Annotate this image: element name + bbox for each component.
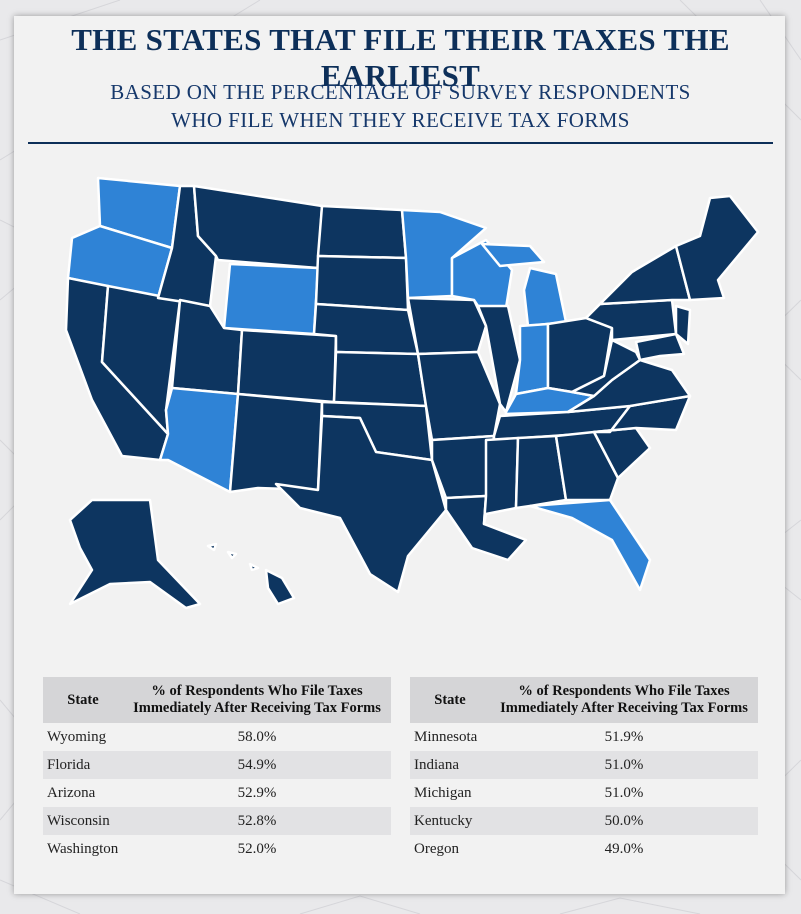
state-newjersey bbox=[674, 304, 692, 346]
state-percentage: 51.0% bbox=[490, 751, 758, 779]
table-row: Wisconsin 52.8% bbox=[43, 807, 391, 835]
table-row: Wyoming 58.0% bbox=[43, 723, 391, 751]
table-header-row: State % of Respondents Who File Taxes Im… bbox=[43, 677, 391, 723]
state-colorado bbox=[236, 328, 338, 404]
state-indiana bbox=[514, 322, 550, 396]
table-row: Washington 52.0% bbox=[43, 835, 391, 863]
table-row: Indiana 51.0% bbox=[410, 751, 758, 779]
state-name: Michigan bbox=[414, 784, 472, 801]
state-percentage: 51.9% bbox=[604, 728, 644, 745]
state-hawaii bbox=[206, 542, 296, 606]
state-name: Wyoming bbox=[47, 728, 107, 745]
state-name: Indiana bbox=[410, 751, 490, 779]
state-mississippi bbox=[482, 436, 520, 526]
us-map bbox=[64, 176, 760, 610]
state-newengland bbox=[674, 194, 760, 302]
subtitle-line-1: BASED ON THE PERCENTAGE OF SURVEY RESPON… bbox=[110, 80, 691, 104]
state-alaska bbox=[68, 498, 202, 610]
state-name: Kentucky bbox=[410, 807, 490, 835]
state-name: Florida bbox=[43, 751, 123, 779]
state-alabama bbox=[514, 434, 568, 510]
header-pct-line-1: % of Respondents Who File Taxes bbox=[151, 683, 363, 699]
header-percentage: % of Respondents Who File Taxes Immediat… bbox=[490, 677, 758, 723]
state-percentage: 52.9% bbox=[237, 784, 277, 801]
state-percentage: 54.9% bbox=[123, 751, 391, 779]
state-northdakota bbox=[316, 204, 408, 260]
state-name: Arizona bbox=[47, 784, 96, 801]
table-row: Kentucky 50.0% bbox=[410, 807, 758, 835]
header-pct-line-2: Immediately After Receiving Tax Forms bbox=[500, 700, 748, 716]
state-newmexico bbox=[228, 392, 324, 494]
state-arkansas bbox=[430, 434, 496, 500]
results-table-right: State % of Respondents Who File Taxes Im… bbox=[410, 677, 758, 863]
table-row: Michigan 51.0% bbox=[410, 779, 758, 807]
table-row: Florida 54.9% bbox=[43, 751, 391, 779]
table-row: Arizona 52.9% bbox=[43, 779, 391, 807]
state-name: Washington bbox=[47, 840, 119, 857]
state-name: Minnesota bbox=[414, 728, 478, 745]
state-maryland bbox=[634, 332, 686, 362]
state-percentage: 51.0% bbox=[604, 784, 644, 801]
state-name: Wisconsin bbox=[43, 807, 123, 835]
state-florida bbox=[528, 498, 652, 592]
state-percentage: 52.8% bbox=[123, 807, 391, 835]
state-westvirginia bbox=[570, 338, 642, 398]
state-percentage: 52.0% bbox=[237, 840, 277, 857]
state-percentage: 58.0% bbox=[237, 728, 277, 745]
state-wyoming bbox=[222, 262, 320, 336]
table-row: Oregon 49.0% bbox=[410, 835, 758, 863]
header-percentage: % of Respondents Who File Taxes Immediat… bbox=[123, 677, 391, 723]
state-newyork bbox=[598, 244, 692, 306]
state-southdakota bbox=[314, 254, 410, 312]
table-row: Minnesota 51.9% bbox=[410, 723, 758, 751]
title-divider bbox=[28, 142, 773, 144]
state-kansas bbox=[332, 350, 428, 408]
results-table-left: State % of Respondents Who File Taxes Im… bbox=[43, 677, 391, 863]
state-texas bbox=[274, 414, 448, 594]
header-pct-line-1: % of Respondents Who File Taxes bbox=[518, 683, 730, 699]
header-pct-line-2: Immediately After Receiving Tax Forms bbox=[133, 700, 381, 716]
state-percentage: 49.0% bbox=[604, 840, 644, 857]
table-header-row: State % of Respondents Who File Taxes Im… bbox=[410, 677, 758, 723]
header-state: State bbox=[410, 677, 490, 723]
subtitle-line-2: WHO FILE WHEN THEY RECEIVE TAX FORMS bbox=[171, 108, 630, 132]
page-title: THE STATES THAT FILE THEIR TAXES THE EAR… bbox=[71, 22, 730, 93]
header-state: State bbox=[43, 677, 123, 723]
state-iowa bbox=[406, 296, 488, 356]
state-arizona bbox=[158, 386, 240, 494]
state-percentage: 50.0% bbox=[490, 807, 758, 835]
state-missouri bbox=[416, 350, 502, 442]
state-name: Oregon bbox=[414, 840, 459, 857]
